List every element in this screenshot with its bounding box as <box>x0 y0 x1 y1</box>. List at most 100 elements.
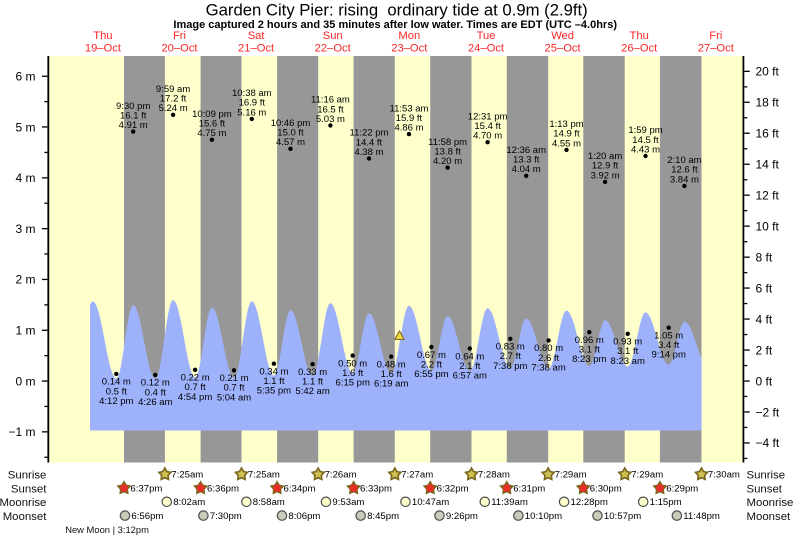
svg-text:0.21 m: 0.21 m <box>219 373 248 384</box>
svg-text:18 ft: 18 ft <box>756 96 780 110</box>
svg-text:5:35 pm: 5:35 pm <box>257 386 291 397</box>
svg-text:5:04 am: 5:04 am <box>217 392 251 403</box>
svg-text:0.48 m: 0.48 m <box>377 359 406 370</box>
svg-text:5:42 am: 5:42 am <box>295 386 329 397</box>
svg-text:0.5 ft: 0.5 ft <box>106 386 127 397</box>
svg-text:12:28pm: 12:28pm <box>571 497 608 508</box>
svg-text:4.20 m: 4.20 m <box>433 156 462 167</box>
svg-text:0.96 m: 0.96 m <box>575 335 604 346</box>
svg-text:10 ft: 10 ft <box>756 220 780 234</box>
svg-text:7:38 am: 7:38 am <box>531 362 565 373</box>
svg-text:3 m: 3 m <box>15 222 35 236</box>
svg-text:Sunset: Sunset <box>747 483 783 495</box>
svg-text:0.64 m: 0.64 m <box>455 351 484 362</box>
svg-text:8:02am: 8:02am <box>173 497 205 508</box>
svg-text:3.1 ft: 3.1 ft <box>579 345 600 356</box>
svg-text:6:30pm: 6:30pm <box>590 484 622 495</box>
svg-text:−2 ft: −2 ft <box>756 405 780 419</box>
svg-text:7:30am: 7:30am <box>708 470 740 481</box>
svg-text:11:48pm: 11:48pm <box>683 511 720 522</box>
svg-text:0.80 m: 0.80 m <box>534 343 563 354</box>
svg-text:5.16 m: 5.16 m <box>237 107 266 118</box>
svg-text:7:25am: 7:25am <box>171 470 203 481</box>
svg-text:23–Oct: 23–Oct <box>391 43 428 55</box>
svg-text:1:59 pm: 1:59 pm <box>628 125 662 136</box>
svg-text:6:55 pm: 6:55 pm <box>414 369 448 380</box>
svg-text:Fri: Fri <box>173 30 186 42</box>
svg-text:6:31pm: 6:31pm <box>513 484 545 495</box>
svg-text:3.84 m: 3.84 m <box>670 174 699 185</box>
svg-text:5.24 m: 5.24 m <box>159 103 188 114</box>
svg-text:15.4 ft: 15.4 ft <box>474 121 501 132</box>
svg-text:Moonrise: Moonrise <box>0 497 46 509</box>
svg-text:Moonset: Moonset <box>747 511 792 523</box>
svg-text:20–Oct: 20–Oct <box>161 43 198 55</box>
svg-text:6:37pm: 6:37pm <box>130 484 162 495</box>
svg-text:1.1 ft: 1.1 ft <box>263 376 284 387</box>
svg-text:24–Oct: 24–Oct <box>468 43 505 55</box>
svg-text:4.75 m: 4.75 m <box>197 128 226 139</box>
svg-text:12:36 am: 12:36 am <box>506 145 546 156</box>
svg-text:15.0 ft: 15.0 ft <box>277 128 304 139</box>
svg-text:4.43 m: 4.43 m <box>631 144 660 155</box>
svg-text:25–Oct: 25–Oct <box>545 43 582 55</box>
svg-text:Garden City Pier: rising ordi: Garden City Pier: rising ordinary tide a… <box>206 0 588 19</box>
svg-text:12.9 ft: 12.9 ft <box>592 161 619 172</box>
svg-text:0.83 m: 0.83 m <box>496 342 525 353</box>
svg-text:16 ft: 16 ft <box>756 127 780 141</box>
svg-text:11:58 pm: 11:58 pm <box>428 137 467 148</box>
svg-text:0.93 m: 0.93 m <box>613 337 642 348</box>
svg-text:11:53 am: 11:53 am <box>390 103 429 114</box>
svg-text:14.9 ft: 14.9 ft <box>553 129 580 140</box>
svg-text:26–Oct: 26–Oct <box>621 43 658 55</box>
svg-text:Image captured 2 hours and 35: Image captured 2 hours and 35 minutes af… <box>173 19 617 31</box>
svg-text:4.57 m: 4.57 m <box>276 137 305 148</box>
svg-text:0.67 m: 0.67 m <box>417 350 446 361</box>
svg-text:9:30 pm: 9:30 pm <box>116 101 150 112</box>
svg-text:12.6 ft: 12.6 ft <box>671 165 698 176</box>
svg-text:0.7 ft: 0.7 ft <box>185 382 206 393</box>
svg-text:1.05 m: 1.05 m <box>654 331 683 342</box>
svg-text:1.6 ft: 1.6 ft <box>342 368 363 379</box>
svg-text:6:32pm: 6:32pm <box>437 484 469 495</box>
svg-text:3.4 ft: 3.4 ft <box>658 340 679 351</box>
svg-text:10:09 pm: 10:09 pm <box>192 109 232 120</box>
svg-text:Thu: Thu <box>630 30 649 42</box>
svg-text:9:14 pm: 9:14 pm <box>652 350 686 361</box>
svg-text:Sunrise: Sunrise <box>8 470 47 482</box>
svg-text:10:47am: 10:47am <box>412 497 449 508</box>
svg-text:3.92 m: 3.92 m <box>591 170 620 181</box>
svg-text:8:06pm: 8:06pm <box>288 511 320 522</box>
svg-text:0.14 m: 0.14 m <box>102 377 131 388</box>
svg-text:4.04 m: 4.04 m <box>512 164 541 175</box>
svg-text:4:12 pm: 4:12 pm <box>99 396 133 407</box>
svg-text:6:15 pm: 6:15 pm <box>336 378 370 389</box>
svg-text:7:27am: 7:27am <box>401 470 433 481</box>
svg-text:Sunrise: Sunrise <box>747 470 786 482</box>
svg-text:1.1 ft: 1.1 ft <box>302 377 323 388</box>
svg-text:Tue: Tue <box>477 30 496 42</box>
svg-text:12 ft: 12 ft <box>756 189 780 203</box>
svg-text:7:29am: 7:29am <box>631 470 663 481</box>
svg-text:7:26am: 7:26am <box>325 470 357 481</box>
svg-text:0.33 m: 0.33 m <box>298 367 327 378</box>
svg-text:6:57 am: 6:57 am <box>453 371 487 382</box>
svg-text:6:29pm: 6:29pm <box>666 484 698 495</box>
svg-text:Fri: Fri <box>709 30 722 42</box>
svg-text:0 m: 0 m <box>15 374 35 388</box>
svg-text:4.70 m: 4.70 m <box>473 131 502 142</box>
svg-text:17.2 ft: 17.2 ft <box>160 94 187 105</box>
svg-text:1 m: 1 m <box>15 324 35 338</box>
svg-text:14.4 ft: 14.4 ft <box>356 137 383 148</box>
svg-text:14.5 ft: 14.5 ft <box>632 135 659 146</box>
svg-text:0.12 m: 0.12 m <box>141 378 170 389</box>
svg-text:16.1 ft: 16.1 ft <box>120 110 147 121</box>
svg-text:10:38 am: 10:38 am <box>232 88 272 99</box>
svg-text:6 ft: 6 ft <box>756 281 773 295</box>
svg-text:6:19 am: 6:19 am <box>374 379 408 390</box>
svg-text:3.1 ft: 3.1 ft <box>617 346 638 357</box>
svg-text:8:23 am: 8:23 am <box>611 356 645 367</box>
svg-text:2:10 am: 2:10 am <box>667 155 701 166</box>
svg-text:9:53am: 9:53am <box>332 497 364 508</box>
svg-text:Mon: Mon <box>398 30 420 42</box>
